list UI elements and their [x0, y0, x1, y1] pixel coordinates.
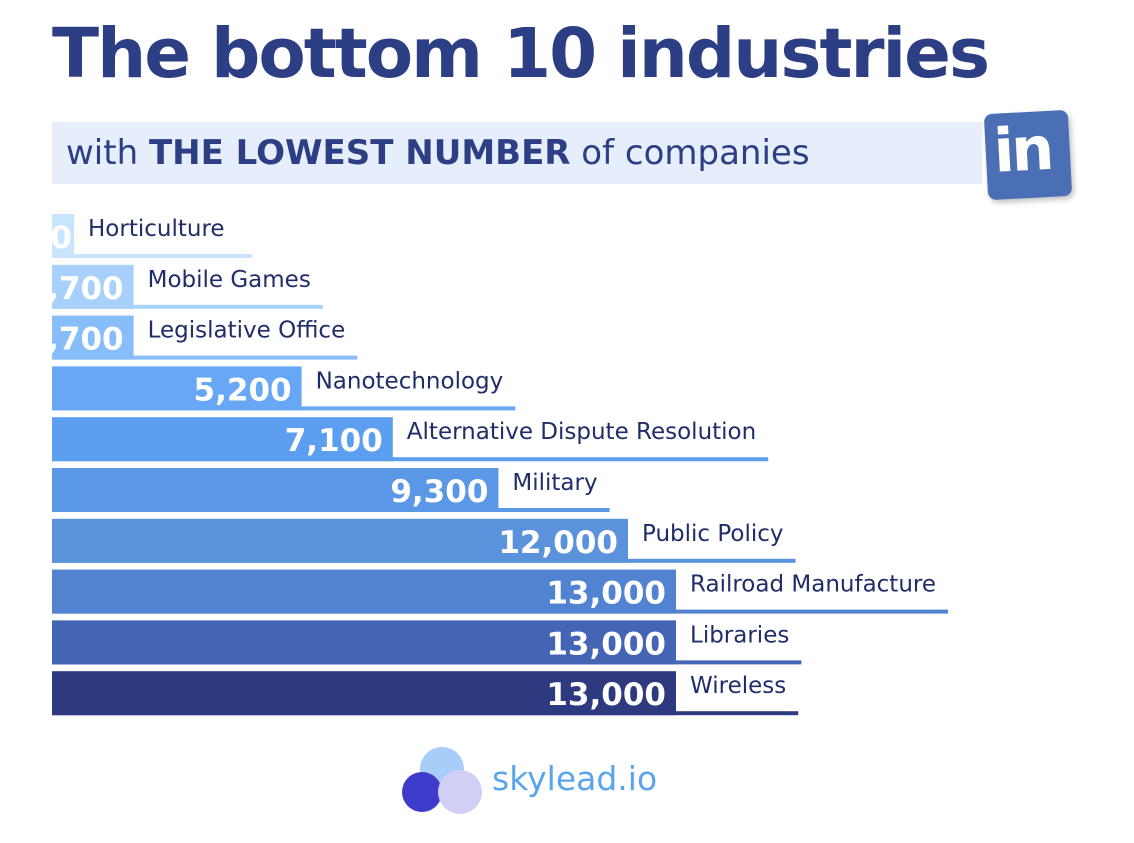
bar-value-label: 12,000 — [498, 525, 618, 561]
brand-name: skylead.io — [492, 759, 658, 798]
bar-category-label: Nanotechnology — [316, 368, 504, 394]
bar-value-label: 13,000 — [546, 626, 666, 662]
bar-category-label: Public Policy — [642, 521, 784, 547]
bar-category-label: Mobile Games — [148, 267, 311, 293]
logo-circle-lavender — [438, 770, 482, 814]
bar — [52, 620, 676, 665]
bar — [52, 366, 302, 411]
bar-value-label: 9,300 — [390, 474, 488, 510]
subtitle-emphasis: THE LOWEST NUMBER — [148, 133, 571, 173]
bar-value-label: 0 — [50, 220, 72, 256]
bar-category-label: Military — [512, 470, 597, 496]
chart-subtitle: with THE LOWEST NUMBER of companies — [66, 132, 810, 174]
bar — [52, 214, 74, 258]
bar-value-label: 1,700 — [26, 271, 124, 307]
bar-underline — [52, 254, 252, 258]
subtitle-suffix: of companies — [581, 133, 810, 173]
logo-circle-dark — [402, 772, 442, 812]
subtitle-prefix: with — [66, 133, 139, 173]
bar-value-label: 13,000 — [546, 677, 666, 713]
bar-value-label: 13,000 — [546, 576, 666, 612]
bar-category-label: Horticulture — [88, 216, 225, 242]
bar-value-label: 5,200 — [194, 372, 292, 408]
bar — [52, 569, 676, 614]
bar — [52, 315, 134, 360]
bar — [52, 417, 393, 462]
bar-category-label: Alternative Dispute Resolution — [407, 419, 756, 445]
bar — [52, 671, 676, 716]
bar-category-label: Legislative Office — [148, 318, 346, 344]
bar-underline — [52, 304, 323, 309]
subtitle-band — [52, 122, 982, 184]
bar-category-label: Libraries — [690, 622, 789, 648]
bar-underline — [52, 355, 358, 360]
bar — [52, 468, 499, 512]
bar — [52, 264, 134, 309]
bar-category-label: Wireless — [690, 673, 786, 699]
bar-value-label: 7,100 — [285, 423, 383, 459]
skylead-logo-icon — [402, 747, 482, 814]
bar-category-label: Railroad Manufacture — [690, 572, 936, 598]
bar — [52, 518, 628, 563]
bar-underline — [52, 457, 769, 462]
bar-value-label: 1,700 — [26, 322, 124, 358]
chart-title: The bottom 10 industries — [52, 14, 990, 94]
brand-footer: skylead.io — [400, 745, 680, 817]
